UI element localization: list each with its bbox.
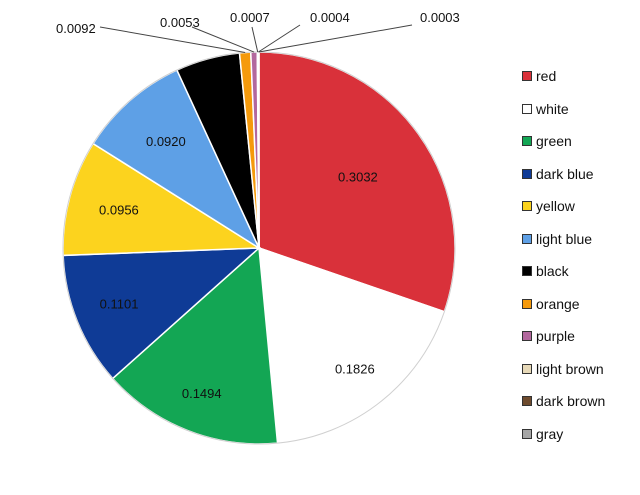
legend-item-white: white (522, 93, 634, 126)
legend-item-yellow: yellow (522, 190, 634, 223)
legend-label-light-blue: light blue (536, 230, 593, 247)
legend-item-dark-blue: dark blue (522, 158, 634, 191)
legend-swatch-dark-blue (522, 168, 532, 179)
legend-item-green: green (522, 125, 634, 158)
legend-label-dark-brown: dark brown (536, 393, 606, 410)
legend-swatch-purple (522, 331, 532, 342)
legend-swatch-dark-brown (522, 396, 532, 407)
legend-item-light-blue: light blue (522, 223, 634, 256)
data-label-white: 0.1826 (335, 362, 375, 377)
legend-swatch-green (522, 136, 532, 147)
data-labels: 0.3032 0.1826 0.1494 0.1101 0.0956 0.0920 0.00… (56, 10, 460, 401)
data-label-gray: 0.0003 (420, 10, 460, 25)
leader-line-gray (258, 24, 413, 53)
legend-label-red: red (536, 68, 557, 85)
legend-item-light-brown: light brown (522, 353, 634, 386)
legend-item-red: red (522, 60, 634, 93)
data-label-orange: 0.0092 (56, 21, 96, 36)
data-label-purple: 0.0053 (160, 15, 200, 30)
legend-swatch-red (522, 71, 532, 82)
legend-swatch-yellow (522, 201, 532, 212)
legend-swatch-light-blue (522, 233, 532, 244)
data-label-red: 0.3032 (338, 169, 378, 184)
data-label-yellow: 0.0956 (99, 202, 139, 217)
data-label-dark-brown: 0.0004 (310, 10, 350, 25)
legend-label-white: white (536, 100, 569, 117)
legend-swatch-light-brown (522, 363, 532, 374)
legend-item-dark-brown: dark brown (522, 385, 634, 418)
legend: red white green dark blue yellow light blue bl… (522, 60, 634, 450)
legend-label-light-brown: light brown (536, 360, 604, 377)
pie-slices (62, 51, 456, 445)
legend-item-black: black (522, 255, 634, 288)
legend-label-green: green (536, 133, 572, 150)
leader-line-orange (99, 26, 246, 53)
legend-item-orange: orange (522, 288, 634, 321)
legend-label-dark-blue: dark blue (536, 165, 594, 182)
legend-label-orange: orange (536, 295, 580, 312)
legend-label-yellow: yellow (536, 198, 575, 215)
legend-item-gray: gray (522, 418, 634, 451)
legend-swatch-orange (522, 298, 532, 309)
legend-label-gray: gray (536, 425, 564, 442)
leader-line-light-brown (251, 26, 259, 53)
leader-line-dark-brown (258, 24, 301, 53)
leader-lines (99, 24, 413, 53)
data-label-light-blue: 0.0920 (146, 134, 186, 149)
legend-swatch-white (522, 103, 532, 114)
legend-item-purple: purple (522, 320, 634, 353)
data-label-dark-blue: 0.1101 (100, 296, 139, 311)
data-label-green: 0.1494 (182, 386, 222, 401)
legend-swatch-black (522, 266, 532, 277)
legend-label-purple: purple (536, 328, 575, 345)
legend-swatch-gray (522, 428, 532, 439)
legend-label-black: black (536, 263, 569, 280)
data-label-light-brown: 0.0007 (230, 10, 270, 25)
leader-line-purple (191, 26, 255, 53)
